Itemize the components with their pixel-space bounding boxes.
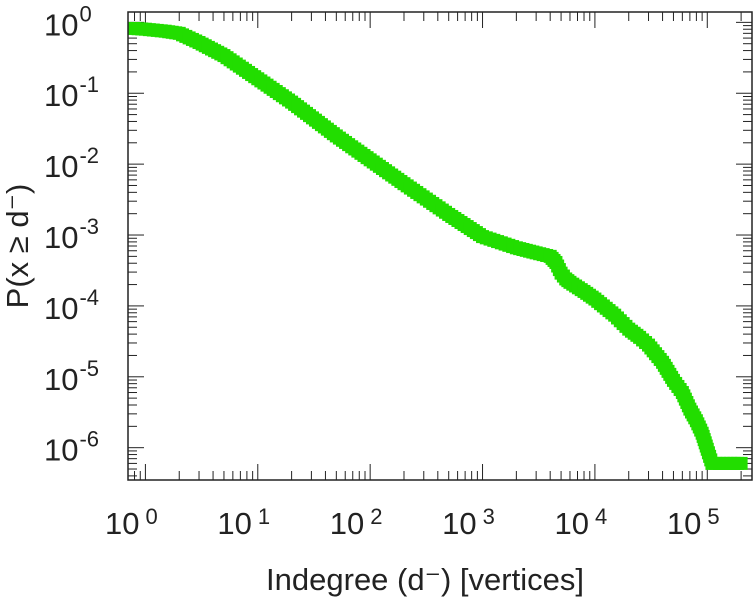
major-ticks <box>128 12 752 480</box>
tick-exponent: 1 <box>258 504 270 529</box>
y-tick-label: 10-1 <box>44 72 99 113</box>
tick-base: 10 <box>44 149 78 184</box>
tick-base: 10 <box>44 7 78 42</box>
tick-base: 10 <box>105 506 139 541</box>
tick-exponent: -6 <box>79 427 99 452</box>
data-series <box>128 21 748 470</box>
tick-base: 10 <box>555 506 589 541</box>
tick-base: 10 <box>44 291 78 326</box>
y-tick-label: 10-6 <box>44 427 99 468</box>
x-tick-label: 10 2 <box>330 504 383 541</box>
x-tick-labels: 10 0 10 1 10 2 10 3 10 4 10 5 <box>105 504 720 541</box>
x-tick-label: 10 3 <box>442 504 495 541</box>
tick-base: 10 <box>44 220 78 255</box>
tick-base: 10 <box>44 433 78 468</box>
x-tick-label: 10 0 <box>105 504 158 541</box>
y-tick-label: 10-4 <box>44 285 99 326</box>
tick-base: 10 <box>442 506 476 541</box>
y-tick-label: 10-2 <box>44 143 99 184</box>
tick-exponent: 5 <box>707 504 719 529</box>
minor-ticks <box>127 12 752 480</box>
x-axis-title: Indegree (d⁻) [vertices] <box>266 562 584 597</box>
tick-exponent: 0 <box>79 1 91 26</box>
tick-base: 10 <box>44 362 78 397</box>
y-tick-label: 100 <box>44 1 92 42</box>
tick-base: 10 <box>44 78 78 113</box>
y-tick-label: 10-3 <box>44 214 99 255</box>
x-tick-label: 10 5 <box>667 504 720 541</box>
tick-exponent: -1 <box>79 72 99 97</box>
tick-base: 10 <box>667 506 701 541</box>
tick-exponent: 0 <box>146 504 158 529</box>
tick-exponent: 3 <box>483 504 495 529</box>
y-axis-title: P(x ≥ d⁻) <box>0 184 35 309</box>
y-tick-label: 10-5 <box>44 356 99 397</box>
tick-exponent: 4 <box>595 504 607 529</box>
tick-exponent: -3 <box>79 214 99 239</box>
x-tick-label: 10 4 <box>555 504 608 541</box>
tick-exponent: -4 <box>79 285 99 310</box>
tick-exponent: -5 <box>79 356 99 381</box>
tick-base: 10 <box>217 506 251 541</box>
tick-base: 10 <box>330 506 364 541</box>
plot-frame <box>127 11 753 481</box>
tick-exponent: -2 <box>79 143 99 168</box>
x-tick-label: 10 1 <box>217 504 270 541</box>
tick-exponent: 2 <box>370 504 382 529</box>
data-point <box>734 456 748 470</box>
